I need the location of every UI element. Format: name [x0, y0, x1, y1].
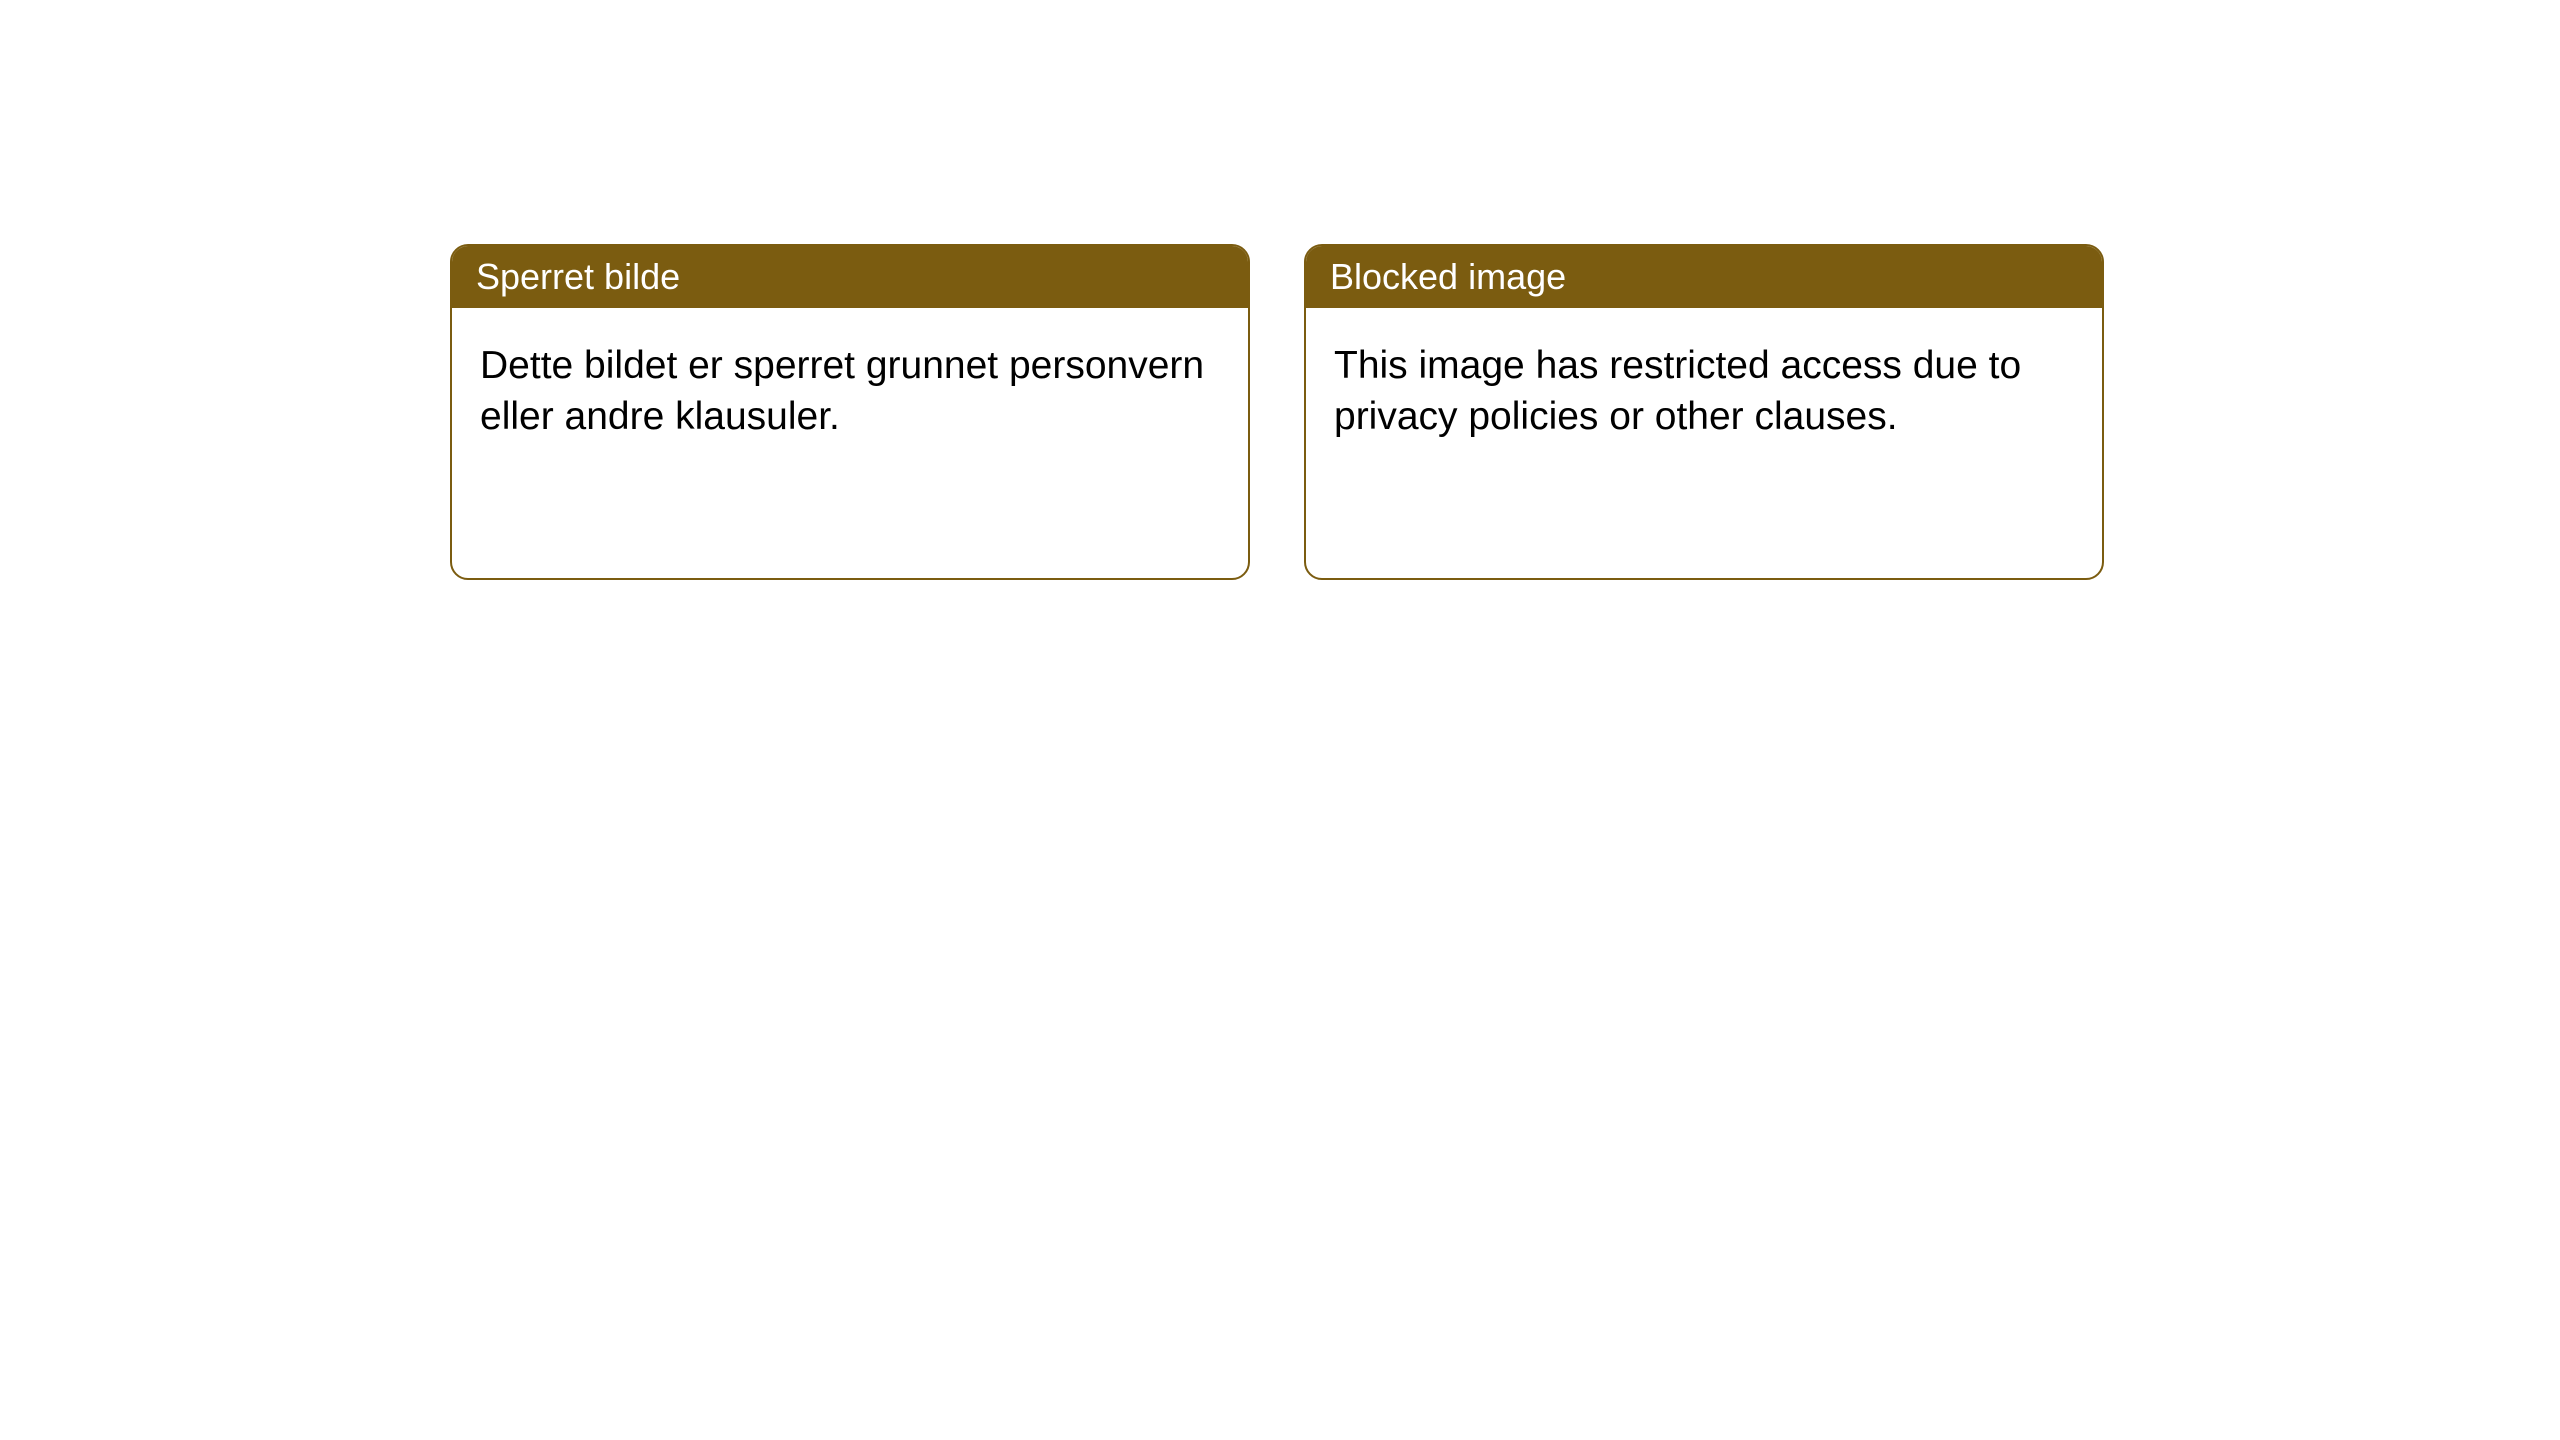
notice-header-english: Blocked image [1306, 246, 2102, 308]
notice-box-norwegian: Sperret bilde Dette bildet er sperret gr… [450, 244, 1250, 580]
notice-box-english: Blocked image This image has restricted … [1304, 244, 2104, 580]
notice-body-norwegian: Dette bildet er sperret grunnet personve… [452, 308, 1248, 475]
notice-body-english: This image has restricted access due to … [1306, 308, 2102, 475]
notice-container: Sperret bilde Dette bildet er sperret gr… [450, 244, 2104, 580]
notice-header-norwegian: Sperret bilde [452, 246, 1248, 308]
